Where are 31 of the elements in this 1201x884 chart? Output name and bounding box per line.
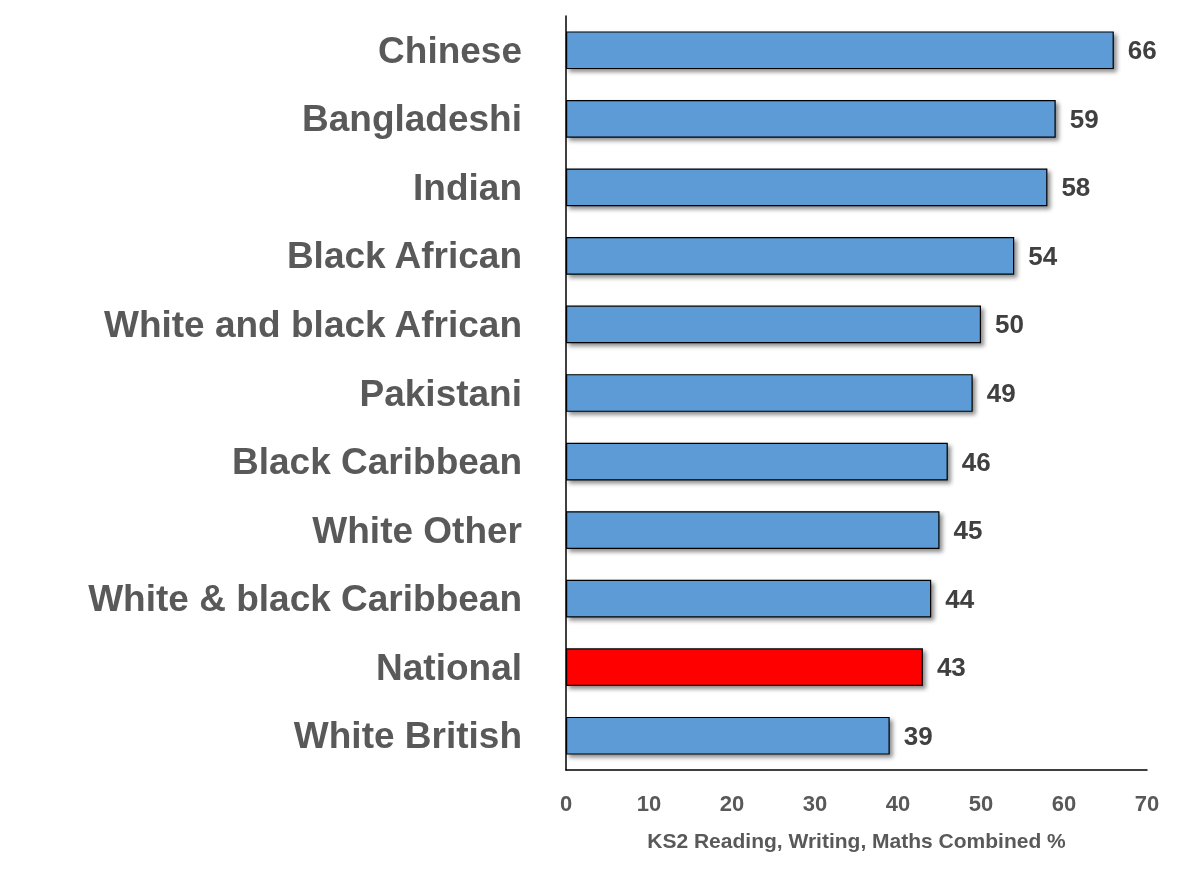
data-label: 45 [953,515,983,546]
x-tick-label: 60 [1051,790,1077,816]
x-tick-label: 40 [885,790,911,816]
data-label: 50 [995,309,1024,340]
y-tick-label: Indian [413,166,522,208]
data-label: 43 [936,652,966,683]
y-tick-label: White Other [312,509,522,551]
y-tick-label: Chinese [378,29,522,71]
y-tick-label: Black Caribbean [232,441,522,483]
y-tick-label: Bangladeshi [302,98,522,140]
y-tick-label: Pakistani [359,372,522,414]
data-label: 46 [961,446,991,477]
data-label: 58 [1061,172,1091,203]
y-tick-label: White British [293,715,522,757]
data-label: 66 [1127,35,1157,66]
data-label: 54 [1028,240,1058,271]
data-label: 59 [1069,103,1099,134]
data-label: 44 [945,583,975,614]
x-tick-label: 10 [636,790,662,816]
y-tick-label: White & black Caribbean [88,578,522,620]
x-tick-label: 20 [719,790,745,816]
x-tick-label: 30 [802,790,828,816]
x-tick-label: 70 [1134,790,1160,816]
x-tick-label: 50 [968,790,994,816]
y-tick-label: White and black African [103,303,522,345]
data-label: 39 [903,720,933,751]
y-tick-label: Black African [286,235,522,277]
y-tick-label: National [376,646,522,688]
x-tick-label: 0 [559,790,573,816]
data-label: 49 [986,378,1016,408]
x-axis-title: KS2 Reading, Writing, Maths Combined % [647,829,1067,852]
